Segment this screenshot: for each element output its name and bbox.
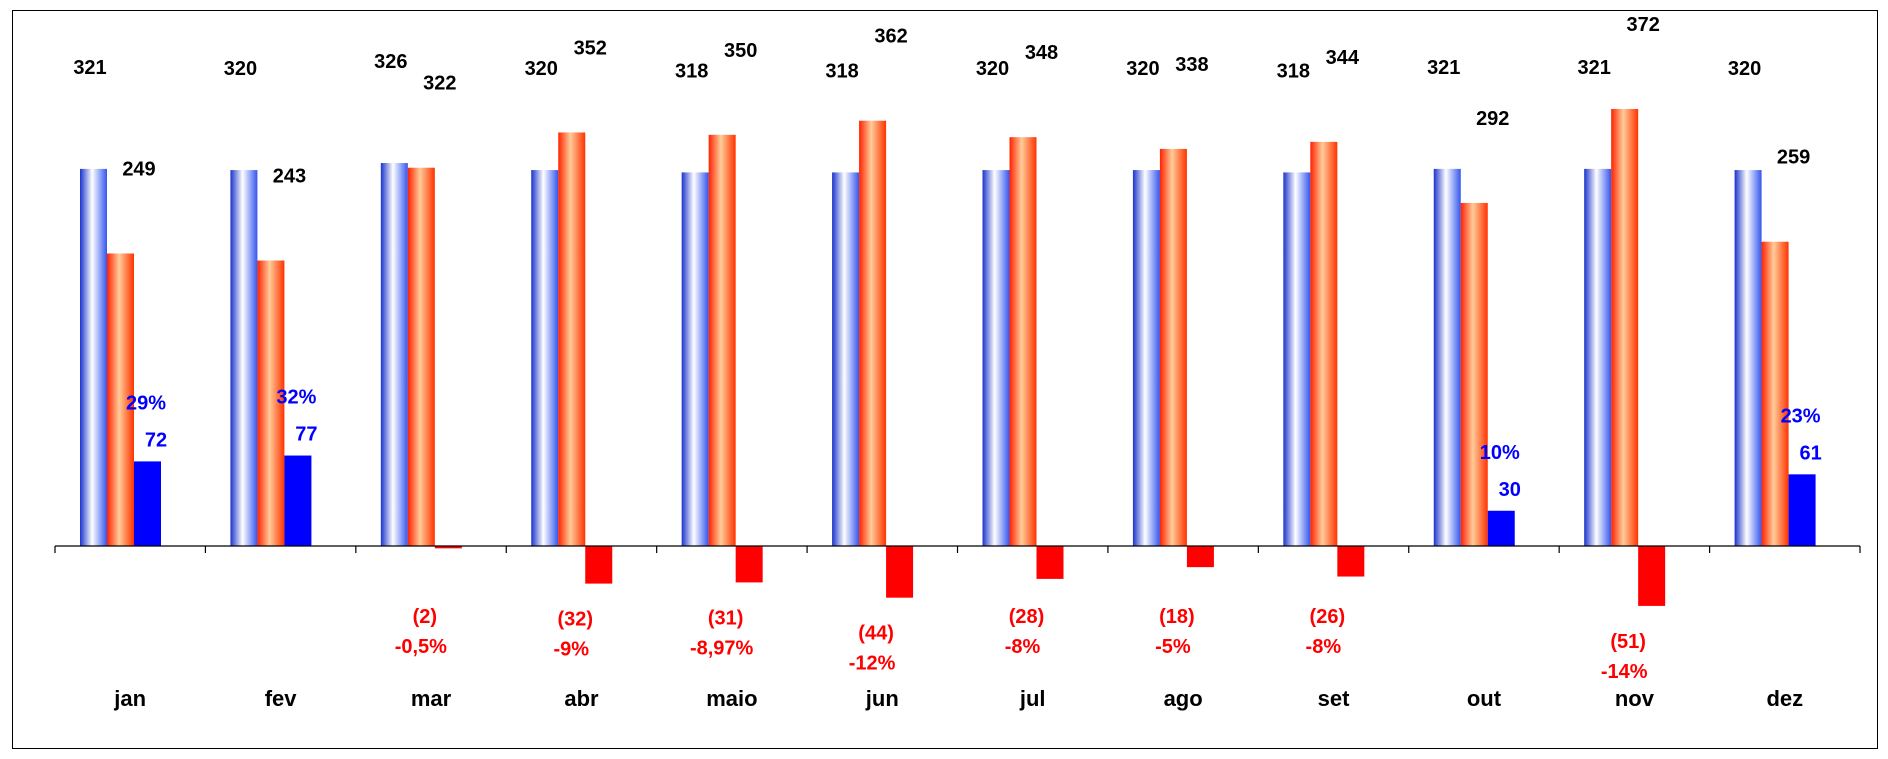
percent-label: 10% bbox=[1480, 442, 1520, 464]
percent-label: 23% bbox=[1781, 405, 1821, 427]
percent-label: -14% bbox=[1601, 661, 1648, 683]
percent-label: 29% bbox=[126, 392, 166, 414]
data-label-series-1: 321 bbox=[1577, 57, 1610, 79]
bar-series-1 bbox=[982, 170, 1010, 546]
data-label-series-1: 326 bbox=[374, 51, 407, 73]
bar-series-3 bbox=[1036, 546, 1064, 579]
data-label-series-2: 249 bbox=[122, 158, 155, 180]
data-label-series-2: 362 bbox=[874, 26, 907, 48]
bar-series-1 bbox=[832, 172, 860, 546]
percent-label: -0,5% bbox=[395, 636, 447, 658]
bar-series-1 bbox=[531, 170, 559, 546]
data-label-series-3: 77 bbox=[295, 424, 317, 446]
bar-series-3 bbox=[284, 455, 312, 546]
bar-series-1 bbox=[1734, 170, 1762, 546]
percent-label: -8% bbox=[1306, 636, 1342, 658]
data-label-series-2: 292 bbox=[1476, 108, 1509, 130]
bar-series-1 bbox=[1132, 170, 1160, 546]
bar-series-3 bbox=[1788, 474, 1816, 546]
data-label-series-3: (32) bbox=[557, 609, 593, 631]
percent-label: -9% bbox=[553, 639, 589, 661]
bar-series-3 bbox=[585, 546, 613, 584]
data-label-series-3: (2) bbox=[413, 606, 437, 628]
bar-series-1 bbox=[681, 172, 709, 546]
data-label-series-3: (44) bbox=[858, 623, 894, 645]
data-label-series-3: (51) bbox=[1610, 631, 1646, 653]
bar-series-2 bbox=[107, 253, 134, 546]
data-label-series-3: 72 bbox=[145, 429, 167, 451]
data-label-series-2: 352 bbox=[574, 37, 607, 59]
bar-series-3 bbox=[434, 546, 462, 549]
data-label-series-1: 318 bbox=[1277, 60, 1310, 82]
x-tick-label: mar bbox=[411, 686, 452, 711]
data-label-series-3: 30 bbox=[1499, 479, 1521, 501]
bar-series-1 bbox=[80, 168, 107, 546]
bar-series-2 bbox=[859, 120, 887, 546]
bar-series-3 bbox=[134, 461, 161, 546]
data-label-series-2: 344 bbox=[1326, 47, 1360, 69]
bar-series-2 bbox=[1009, 137, 1037, 546]
x-tick-label: jun bbox=[865, 686, 899, 711]
x-tick-label: ago bbox=[1164, 686, 1203, 711]
bar-series-2 bbox=[558, 132, 586, 546]
x-tick-label: abr bbox=[564, 686, 599, 711]
percent-label: -8% bbox=[1005, 636, 1041, 658]
data-label-series-1: 320 bbox=[976, 58, 1009, 80]
x-tick-label: dez bbox=[1766, 686, 1803, 711]
data-label-series-3: (26) bbox=[1310, 606, 1346, 628]
data-label-series-2: 348 bbox=[1025, 42, 1058, 64]
bar-series-1 bbox=[1433, 168, 1461, 546]
data-label-series-1: 318 bbox=[825, 60, 858, 82]
bar-series-3 bbox=[735, 546, 763, 583]
data-label-series-2: 322 bbox=[423, 73, 456, 95]
bar-series-2 bbox=[1611, 108, 1639, 547]
data-label-series-1: 320 bbox=[1126, 58, 1159, 80]
data-label-series-1: 321 bbox=[1427, 57, 1460, 79]
bar-series-1 bbox=[380, 163, 408, 546]
data-label-series-1: 320 bbox=[224, 58, 257, 80]
x-tick-label: maio bbox=[706, 686, 757, 711]
data-label-series-2: 350 bbox=[724, 40, 757, 62]
bar-series-2 bbox=[1460, 202, 1488, 546]
data-label-series-3: (28) bbox=[1009, 606, 1045, 628]
bar-series-2 bbox=[257, 260, 285, 546]
data-label-series-1: 321 bbox=[73, 57, 106, 79]
data-label-series-3: (31) bbox=[708, 607, 744, 629]
bar-series-2 bbox=[407, 167, 435, 546]
data-label-series-1: 320 bbox=[525, 58, 558, 80]
bar-series-1 bbox=[230, 170, 258, 546]
data-label-series-2: 372 bbox=[1626, 14, 1659, 36]
data-label-series-2: 259 bbox=[1777, 147, 1810, 169]
x-tick-label: jul bbox=[1019, 686, 1046, 711]
data-label-series-3: (18) bbox=[1159, 606, 1195, 628]
bar-series-3 bbox=[1186, 546, 1214, 568]
bar-series-3 bbox=[1638, 546, 1666, 606]
x-tick-label: jan bbox=[113, 686, 146, 711]
data-label-series-1: 320 bbox=[1728, 58, 1761, 80]
percent-label: -5% bbox=[1155, 636, 1191, 658]
bar-series-2 bbox=[1310, 141, 1338, 546]
chart-frame bbox=[12, 10, 1878, 749]
bar-series-3 bbox=[1487, 510, 1515, 546]
data-label-series-3: 61 bbox=[1799, 442, 1821, 464]
percent-label: -12% bbox=[849, 653, 896, 675]
x-tick-label: set bbox=[1318, 686, 1350, 711]
bar-series-1 bbox=[1584, 168, 1612, 546]
data-label-series-1: 318 bbox=[675, 60, 708, 82]
x-tick-label: out bbox=[1467, 686, 1502, 711]
bar-series-1 bbox=[1283, 172, 1311, 546]
x-tick-label: nov bbox=[1615, 686, 1655, 711]
bar-series-3 bbox=[1337, 546, 1365, 577]
bar-series-2 bbox=[1159, 148, 1187, 546]
bar-series-3 bbox=[886, 546, 914, 598]
data-label-series-2: 243 bbox=[273, 166, 306, 188]
x-tick-label: fev bbox=[265, 686, 298, 711]
bar-series-2 bbox=[1761, 241, 1789, 546]
data-label-series-2: 338 bbox=[1175, 54, 1208, 76]
percent-label: 32% bbox=[276, 387, 316, 409]
bar-series-2 bbox=[708, 134, 736, 546]
percent-label: -8,97% bbox=[690, 637, 754, 659]
